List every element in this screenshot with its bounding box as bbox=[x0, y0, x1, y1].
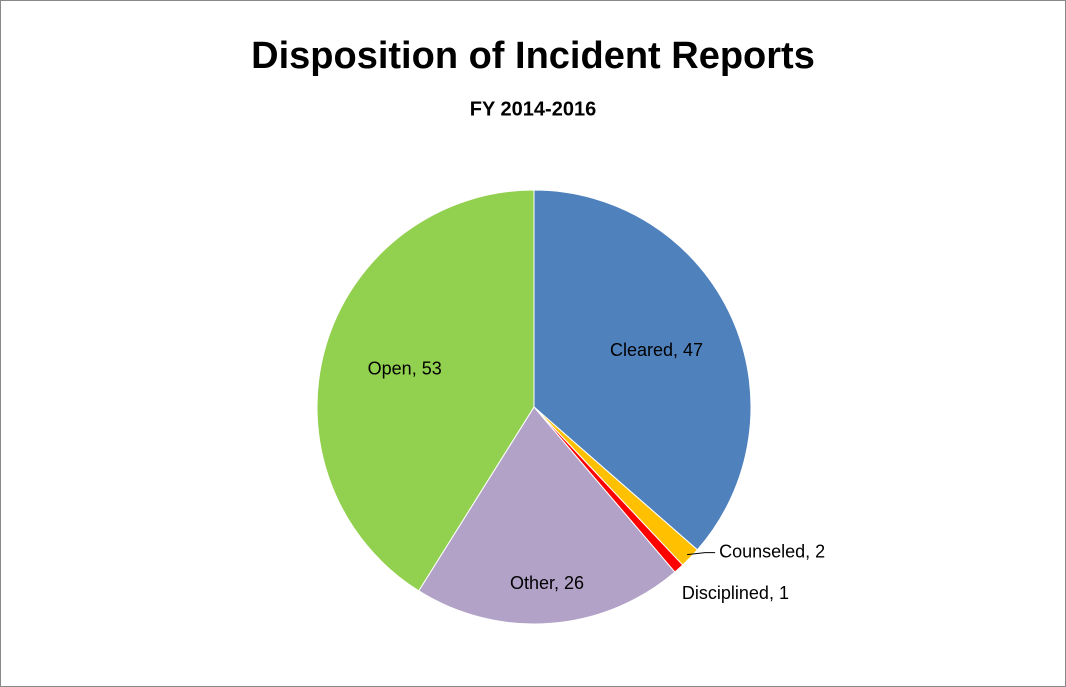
data-label: Open, 53 bbox=[368, 359, 442, 379]
pie-slice bbox=[418, 406, 676, 625]
data-label: Cleared, 47 bbox=[610, 340, 703, 360]
chart-subtitle: FY 2014-2016 bbox=[470, 98, 596, 120]
pie-slice bbox=[533, 189, 752, 551]
pie-slice bbox=[316, 189, 535, 592]
data-label: Disciplined, 1 bbox=[682, 583, 789, 603]
chart-title: Disposition of Incident Reports bbox=[251, 35, 815, 77]
leader-line bbox=[687, 552, 716, 556]
data-label: Counseled, 2 bbox=[719, 541, 825, 561]
data-label: Other, 26 bbox=[510, 573, 584, 593]
